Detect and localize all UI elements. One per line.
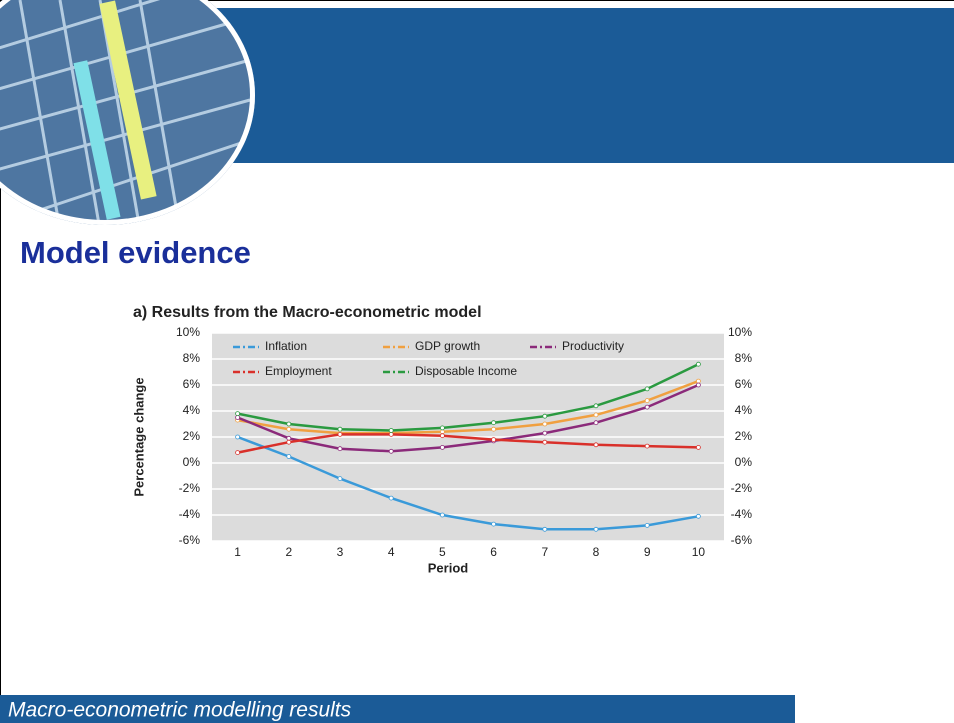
data-point: [593, 420, 599, 426]
y2-tick-label: 10%: [728, 325, 752, 339]
y-tick-label: 8%: [183, 351, 201, 365]
data-point: [286, 421, 292, 427]
data-point: [337, 431, 343, 437]
y-tick-label: -2%: [179, 481, 201, 495]
data-point: [491, 420, 497, 426]
data-point: [593, 412, 599, 418]
data-point: [337, 426, 343, 432]
data-point: [491, 437, 497, 443]
data-point: [235, 411, 241, 417]
data-point: [337, 446, 343, 452]
data-point: [644, 398, 650, 404]
series-line: [237, 383, 699, 453]
x-tick-label: 5: [439, 545, 446, 559]
y-tick-label: 4%: [183, 403, 201, 417]
data-point: [644, 523, 650, 528]
x-tick-label: 3: [337, 545, 344, 559]
data-point: [542, 430, 548, 436]
data-point: [439, 429, 445, 435]
y-axis-label: Percentage change: [131, 377, 146, 496]
chart-title: a) Results from the Macro-econometric mo…: [133, 304, 482, 321]
data-point: [696, 361, 701, 367]
data-point: [491, 426, 497, 432]
data-point: [644, 443, 650, 449]
data-point: [593, 526, 599, 532]
data-point: [286, 435, 292, 441]
series-line: [237, 433, 699, 454]
y-tick-label: 6%: [183, 377, 201, 391]
x-tick-label: 2: [285, 545, 292, 559]
x-tick-label: 9: [644, 545, 651, 559]
data-point: [696, 513, 701, 519]
y2-tick-label: 4%: [735, 403, 753, 417]
data-point: [388, 495, 394, 501]
data-point: [644, 386, 650, 392]
legend-label: GDP growth: [415, 339, 480, 353]
data-point: [439, 512, 445, 518]
y2-tick-label: -4%: [731, 507, 753, 521]
data-point: [286, 454, 292, 459]
legend-label: Employment: [265, 364, 332, 378]
data-point: [644, 404, 650, 410]
data-point: [542, 413, 548, 419]
data-point: [235, 450, 241, 456]
data-point: [696, 378, 701, 384]
x-axis-label: Period: [428, 560, 469, 575]
data-point: [388, 448, 394, 454]
data-point: [593, 442, 599, 448]
legend-label: Inflation: [265, 339, 307, 353]
data-point: [439, 433, 445, 439]
data-point: [491, 521, 497, 527]
data-point: [593, 403, 599, 409]
series-line: [237, 435, 699, 531]
y2-tick-label: 6%: [735, 377, 753, 391]
y-tick-label: 10%: [176, 325, 200, 339]
x-tick-label: 1: [234, 545, 241, 559]
legend-label: Productivity: [562, 339, 624, 353]
y-tick-label: 0%: [183, 455, 201, 469]
data-point: [542, 439, 548, 445]
slide-title: Model evidence: [20, 235, 251, 270]
y2-tick-label: 8%: [735, 351, 753, 365]
data-point: [388, 431, 394, 437]
footer-band: [0, 695, 795, 723]
data-point: [696, 444, 701, 450]
data-point: [696, 382, 701, 388]
data-point: [388, 428, 394, 433]
y-tick-label: -4%: [179, 507, 201, 521]
data-point: [542, 421, 548, 427]
x-tick-label: 7: [541, 545, 548, 559]
data-point: [286, 426, 292, 432]
x-tick-label: 6: [490, 545, 497, 559]
data-point: [439, 425, 445, 431]
data-point: [439, 444, 445, 450]
data-point: [337, 476, 343, 482]
y-tick-label: 2%: [183, 429, 201, 443]
header-image: [0, 0, 255, 225]
data-point: [235, 415, 241, 420]
x-tick-label: 8: [593, 545, 600, 559]
y2-tick-label: 0%: [735, 455, 753, 469]
header-band: [200, 8, 954, 163]
y2-tick-label: -6%: [731, 533, 753, 547]
y2-tick-label: -2%: [731, 481, 753, 495]
data-point: [542, 526, 548, 532]
data-point: [235, 434, 241, 440]
series-line: [237, 379, 699, 435]
y2-tick-label: 2%: [735, 429, 753, 443]
series-line: [237, 363, 699, 432]
x-tick-label: 4: [388, 545, 395, 559]
y-tick-label: -6%: [179, 533, 201, 547]
footer-text: Macro-econometric modelling results: [8, 699, 352, 722]
legend-label: Disposable Income: [415, 364, 517, 378]
x-tick-label: 10: [692, 545, 706, 559]
data-point: [286, 439, 292, 445]
